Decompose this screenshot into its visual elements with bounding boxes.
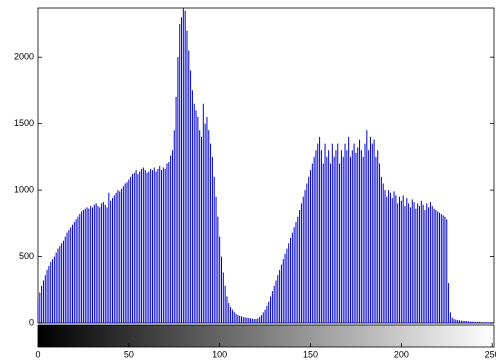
y-tick-label: 2000: [14, 52, 34, 62]
x-tick-label: 150: [303, 349, 318, 359]
x-tick-label: 0: [35, 349, 40, 359]
x-tick-label: 250: [485, 349, 496, 359]
x-tick-label: 200: [394, 349, 409, 359]
y-tick-label: 0: [29, 317, 34, 327]
x-tick-label: 100: [212, 349, 227, 359]
y-tick-label: 1500: [14, 118, 34, 128]
y-tick-label: 500: [19, 251, 34, 261]
x-tick-label: 50: [124, 349, 134, 359]
colorbar: [37, 324, 495, 348]
plot-area: [37, 7, 495, 324]
y-tick-label: 1000: [14, 184, 34, 194]
